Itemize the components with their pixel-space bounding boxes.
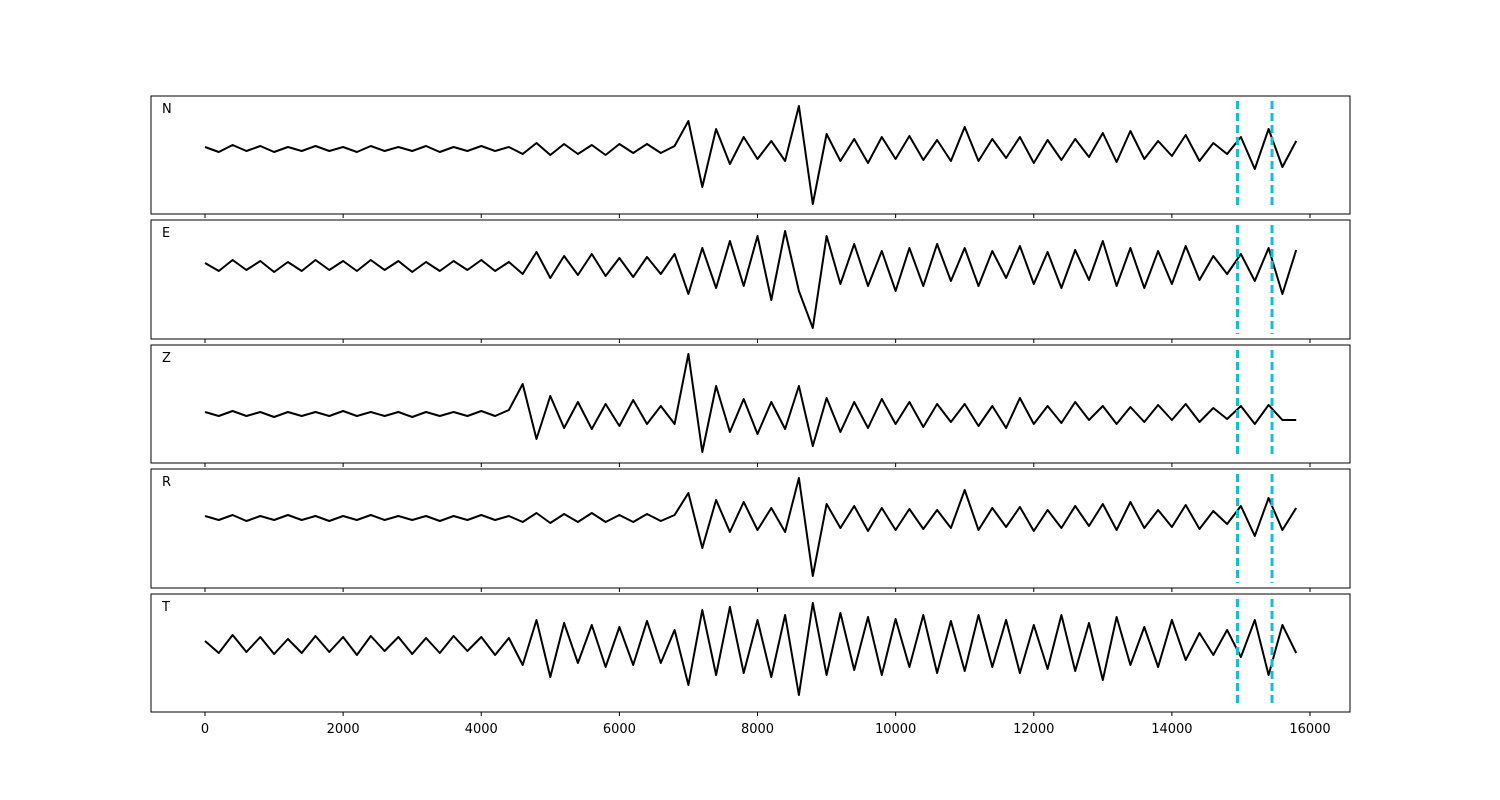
panel-label: E bbox=[162, 226, 170, 241]
panel-label: T bbox=[161, 600, 170, 615]
panel-frame bbox=[150, 344, 1351, 464]
trace bbox=[204, 353, 1297, 453]
x-tick-label: 2000 bbox=[327, 722, 360, 737]
x-tick-label: 6000 bbox=[603, 722, 636, 737]
trace bbox=[204, 602, 1298, 696]
x-tick-label: 0 bbox=[201, 722, 209, 737]
trace bbox=[204, 477, 1298, 577]
x-tick-label: 10000 bbox=[875, 722, 916, 737]
panel-label: R bbox=[162, 475, 171, 490]
trace bbox=[204, 230, 1298, 329]
x-tick-label: 12000 bbox=[1013, 722, 1054, 737]
x-tick-label: 16000 bbox=[1289, 722, 1330, 737]
panel-frame bbox=[150, 95, 1351, 215]
trace bbox=[204, 105, 1298, 205]
x-tick-label: 14000 bbox=[1151, 722, 1192, 737]
panel-label: N bbox=[162, 102, 172, 117]
x-tick-label: 8000 bbox=[741, 722, 774, 737]
panel-frame bbox=[150, 593, 1351, 713]
panel-label: Z bbox=[162, 351, 171, 366]
x-tick-label: 4000 bbox=[465, 722, 498, 737]
panel-frame bbox=[150, 468, 1351, 589]
panel-frame bbox=[150, 219, 1351, 340]
